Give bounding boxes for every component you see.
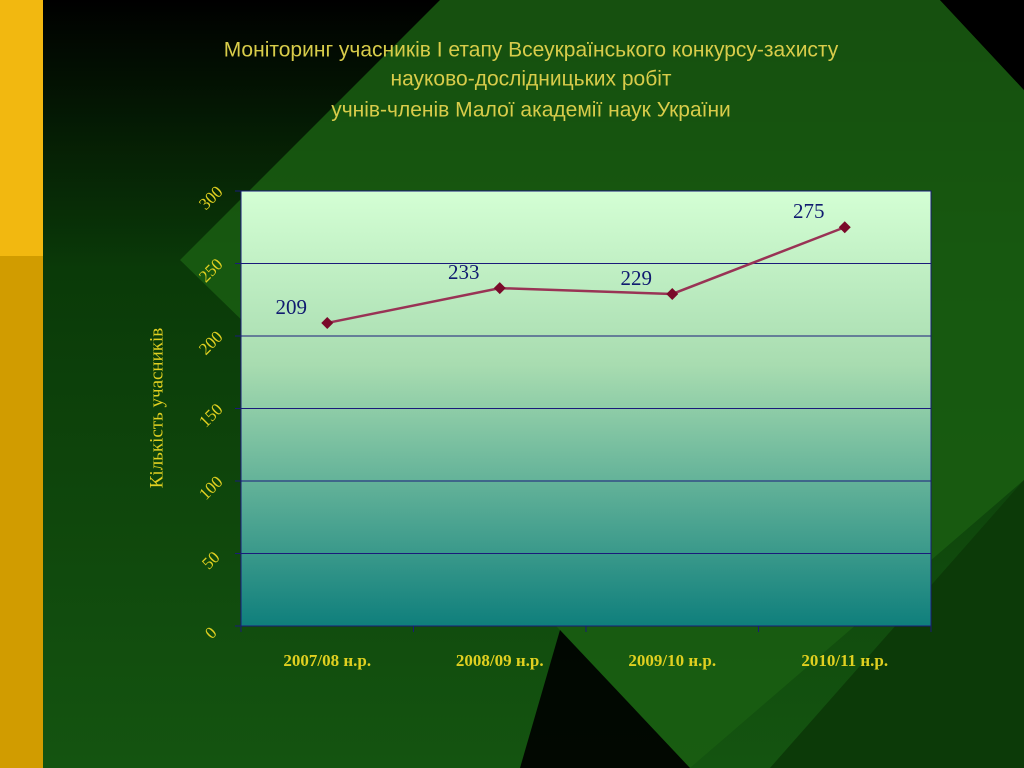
title-line: науково-дослідницьких робіт <box>390 68 671 91</box>
data-label: 209 <box>276 295 308 319</box>
marker <box>493 282 506 295</box>
side-strip <box>0 256 43 768</box>
y-axis-label: Кількість учасників <box>146 328 167 489</box>
data-label: 275 <box>793 199 825 223</box>
title-line: Моніторинг учасників І етапу Всеукраїнсь… <box>224 39 839 62</box>
data-label: 229 <box>621 266 653 290</box>
x-tick-label: 2010/11 н.р. <box>801 651 888 670</box>
x-tick-label: 2008/09 н.р. <box>456 651 544 670</box>
line <box>327 226 846 325</box>
title-line: учнів-членів Малої академії наук України <box>331 99 731 122</box>
diagonal-shape <box>940 0 1024 90</box>
x-tick-label: 2007/08 н.р. <box>283 651 371 670</box>
marker <box>838 221 851 234</box>
data-label: 233 <box>448 260 480 284</box>
marker <box>321 316 334 329</box>
marker <box>666 287 679 300</box>
x-tick-label: 2009/10 н.р. <box>628 651 716 670</box>
side-strip <box>0 0 43 256</box>
diagonal-shape <box>520 630 690 768</box>
